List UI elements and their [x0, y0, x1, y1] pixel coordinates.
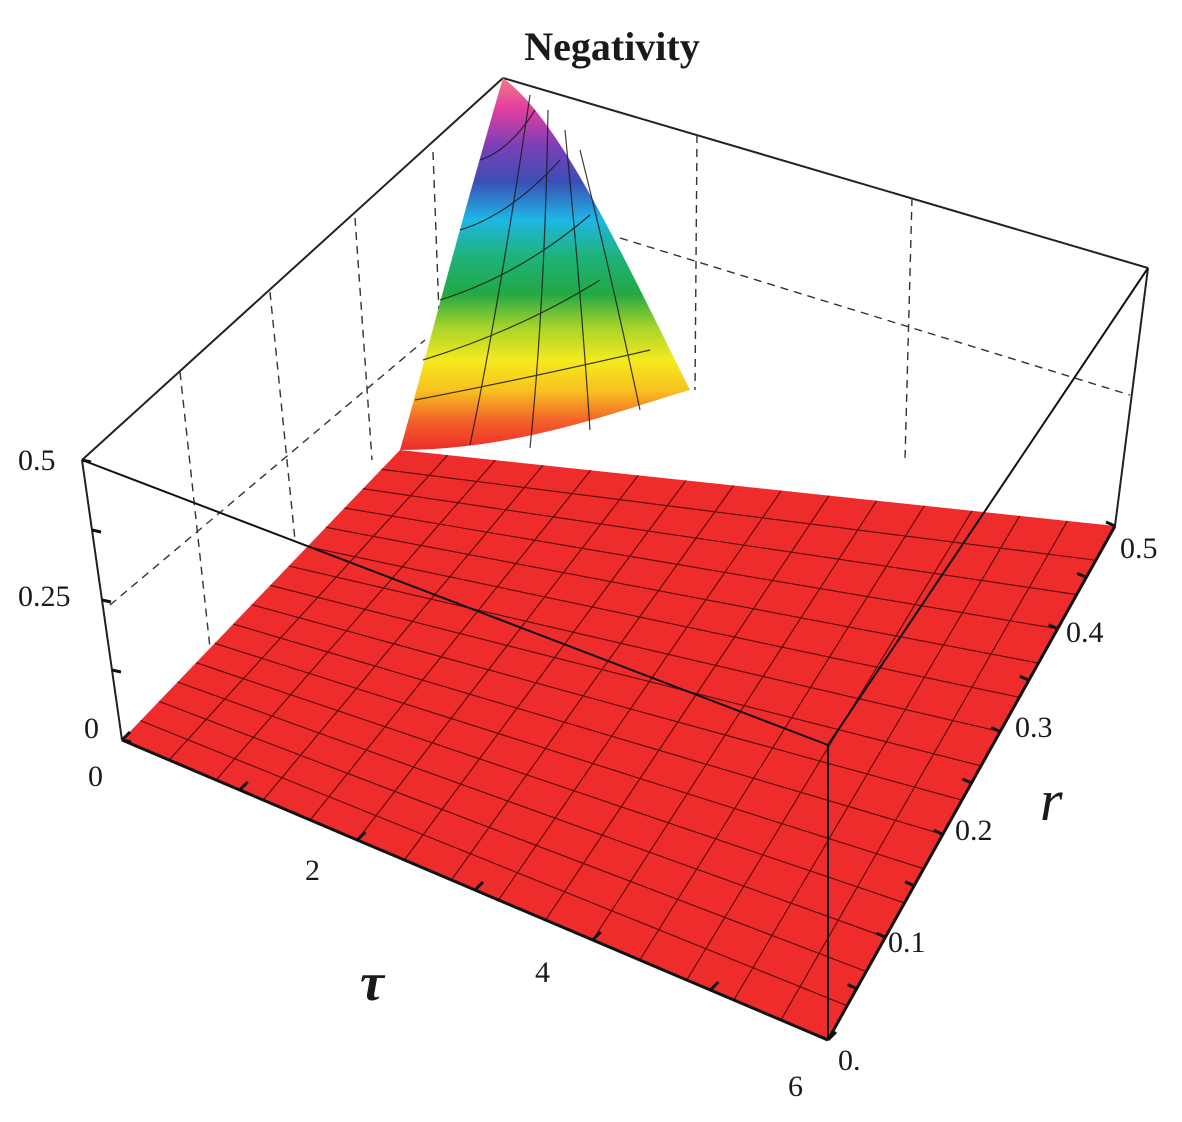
- tau-tick-label: 0: [88, 760, 103, 793]
- r-tick-mark: [1105, 520, 1116, 528]
- z-tick-label: 0: [84, 712, 99, 745]
- surface-grid-line-r: [270, 584, 982, 767]
- box-edge-back-right-vertical: [1114, 267, 1149, 527]
- surface-grid-line-r: [140, 720, 848, 1007]
- surface-grid-line-r: [307, 546, 1020, 698]
- surface-grid-line-r: [362, 488, 1077, 596]
- tau-tick-label: 2: [305, 854, 320, 887]
- peak-mesh: [414, 94, 651, 449]
- tau-tick-mark: [826, 1030, 838, 1042]
- tau-axis-label: τ: [360, 952, 386, 1012]
- z-tick-label: 0.25: [18, 580, 71, 613]
- tau-tick-label: 4: [535, 956, 550, 989]
- box-back: [81, 77, 1149, 741]
- z-tick-mark: [91, 528, 102, 534]
- r-tick-mark: [990, 726, 1001, 733]
- r-axis-label: r: [1040, 768, 1063, 833]
- r-tick-label: 0.1: [888, 926, 926, 959]
- surface-grid-line-tau: [498, 490, 782, 901]
- surface-grid-line-r: [344, 507, 1058, 630]
- z-tick-label: 0.5: [18, 444, 56, 477]
- box-edge-back-left-top: [81, 77, 504, 461]
- r-tick-mark: [1076, 572, 1087, 579]
- surface-grid-line-tau: [215, 459, 496, 781]
- r-tick-mark: [847, 983, 858, 990]
- r-tick-mark: [1047, 623, 1059, 631]
- box-front-thin: [81, 267, 1149, 1040]
- surface-grid-line-r: [158, 700, 867, 972]
- surface-grid-line-tau: [262, 464, 544, 801]
- r-tick-mark: [933, 829, 944, 836]
- surface-grid-line-tau: [733, 515, 1021, 1001]
- r-tick-mark: [818, 1034, 829, 1042]
- r-tick-mark: [1019, 674, 1030, 682]
- z-tick-mark: [121, 738, 132, 744]
- box-edge-top-front: [81, 459, 829, 746]
- r-tick-label: 0.4: [1066, 616, 1104, 649]
- r-tick-mark: [904, 880, 915, 888]
- surface-grid-line-tau: [168, 454, 449, 761]
- surface-grid-line-tau: [356, 474, 639, 841]
- r-tick-label: 0.2: [955, 814, 993, 847]
- surface-grid-line-r: [214, 642, 924, 870]
- surface-grid-line-r: [177, 681, 886, 938]
- surface-grid-line-r: [233, 623, 943, 835]
- surface-grid-line-tau: [545, 495, 830, 921]
- z-tick-mark: [111, 668, 122, 674]
- tau-tick-mark: [356, 830, 367, 842]
- ticks: [81, 458, 1116, 1042]
- surface-grid-line-tau: [592, 500, 878, 941]
- tau-tick-mark: [473, 880, 485, 892]
- surface-grid-line-tau: [639, 505, 925, 961]
- r-tick-mark: [961, 777, 973, 785]
- r-tick-mark: [875, 931, 887, 939]
- tau-tick-mark: [238, 780, 249, 792]
- tau-tick-label: 6: [788, 1070, 803, 1103]
- box-edge-back-right-top: [502, 77, 1149, 269]
- tau-tick-mark: [120, 730, 132, 742]
- surface-grid-line-r: [251, 604, 963, 801]
- tau-tick-mark: [591, 930, 602, 942]
- box-edge-top-right: [827, 267, 1149, 746]
- surface-grid-line-r: [325, 526, 1039, 664]
- r-tick-label: 0.5: [1120, 532, 1158, 565]
- surface-grid-line-r: [288, 565, 1001, 733]
- surface-grid-line-r: [195, 662, 905, 904]
- surface-grid-line-tau: [686, 510, 973, 981]
- surface-grid-line-tau: [403, 480, 687, 861]
- chart-title: Negativity: [524, 24, 700, 69]
- surface-grid-line-tau: [309, 469, 592, 821]
- z-tick-mark: [101, 598, 112, 604]
- surface-grid-line-r: [381, 468, 1096, 561]
- z-tick-mark: [81, 458, 92, 464]
- surface-grid-line-tau: [451, 485, 735, 881]
- r-tick-label: 0.: [838, 1044, 861, 1077]
- tau-tick-mark: [709, 980, 720, 992]
- r-tick-label: 0.3: [1015, 711, 1053, 744]
